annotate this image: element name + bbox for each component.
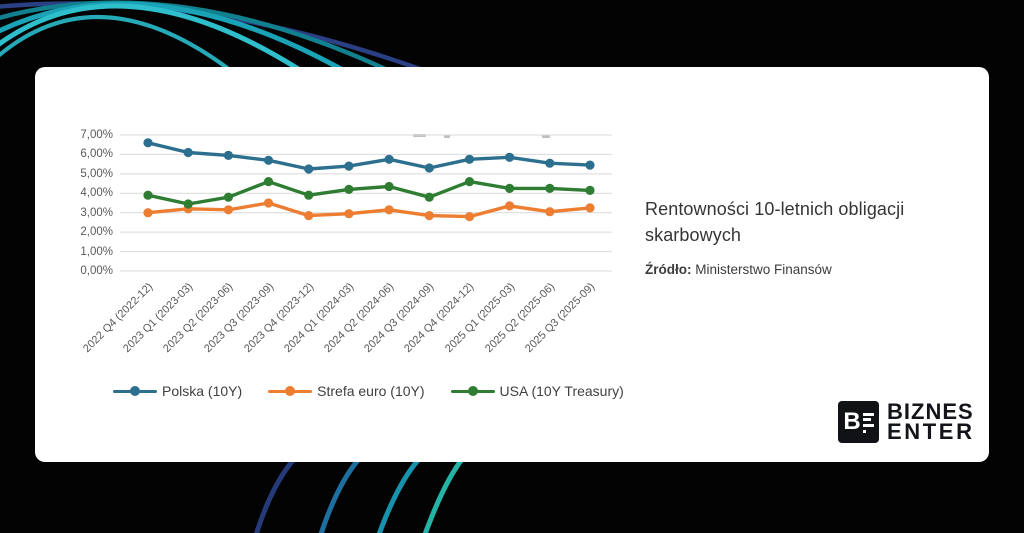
x-tick-label: 2023 Q3 (2023-09) xyxy=(201,280,276,355)
chart-legend: Polska (10Y) Strefa euro (10Y) USA (10Y Tr… xyxy=(113,383,624,399)
legend-marker-icon xyxy=(113,386,157,397)
legend-marker-icon xyxy=(450,386,495,397)
logo-letter-b: B xyxy=(843,408,861,435)
logo-wordmark: BIZNES ENTER xyxy=(887,399,975,444)
x-tick-label: 2025 Q2 (2025-06) xyxy=(482,280,558,355)
logo-monogram-icon: B xyxy=(838,401,879,443)
y-tick-label: 7,00% xyxy=(80,129,113,141)
plot-area xyxy=(120,134,612,272)
y-tick-label: 1,00% xyxy=(80,245,113,258)
bond-yield-chart: 0,00% 1,00% 2,00% 3,00% 4,00% 5,00% 6,00% 7,00%… xyxy=(55,97,647,449)
x-tick-label: 2025 Q1 (2025-03) xyxy=(442,280,517,355)
y-tick-label: 5,00% xyxy=(80,167,113,180)
legend-label: Strefa euro (10Y) xyxy=(317,383,425,399)
logo-line1: BIZNES xyxy=(887,399,974,424)
cropped-title-remnant xyxy=(542,135,550,138)
x-tick-label: 2023 Q1 (2023-03) xyxy=(121,280,196,355)
y-tick-label: 2,00% xyxy=(80,226,113,239)
legend-item: Strefa euro (10Y) xyxy=(268,383,425,399)
decorative-arcs-bottom-left xyxy=(254,462,464,533)
logo-line2: ENTER xyxy=(887,419,975,444)
decorative-arcs-top-left xyxy=(0,0,424,68)
legend-label: Polska (10Y) xyxy=(162,383,243,399)
source-line: Źródło: Ministerstwo Finansów xyxy=(645,262,955,277)
chart-title: Rentowności 10-letnich obligacji skarbow… xyxy=(645,199,905,245)
x-tick-label: 2023 Q2 (2023-06) xyxy=(161,280,236,355)
source-label: Źródło: xyxy=(645,262,692,278)
content-card: 0,00% 1,00% 2,00% 3,00% 4,00% 5,00% 6,00% 7,00%… xyxy=(35,67,989,462)
x-tick-label: 2024 Q4 (2024-12) xyxy=(402,280,477,355)
x-tick-label: 2023 Q4 (2023-12) xyxy=(241,280,316,355)
cropped-title-remnant xyxy=(444,135,450,138)
x-tick-label: 2022 Q4 (2022-12) xyxy=(81,280,156,355)
legend-item: Polska (10Y) xyxy=(113,383,242,399)
legend-label: USA (10Y Treasury) xyxy=(499,383,624,399)
y-tick-label: 0,00% xyxy=(80,265,113,277)
legend-item: USA (10Y Treasury) xyxy=(450,383,624,399)
text-panel: Rentowności 10-letnich obligacji skarbow… xyxy=(645,197,955,277)
y-tick-label: 3,00% xyxy=(80,206,113,219)
source-value: Ministerstwo Finansów xyxy=(695,262,832,278)
x-tick-label: 2024 Q3 (2024-09) xyxy=(362,280,437,355)
biznes-enter-logo: B BIZNES ENTER xyxy=(838,401,975,443)
x-tick-label: 2024 Q1 (2024-03) xyxy=(281,280,357,355)
x-tick-label: 2025 Q3 (2025-09) xyxy=(523,280,598,355)
logo-e-glyph xyxy=(862,412,874,434)
legend-marker-icon xyxy=(268,386,313,397)
y-tick-label: 6,00% xyxy=(80,148,113,161)
x-tick-label: 2024 Q2 (2024-06) xyxy=(322,280,397,355)
y-tick-label: 4,00% xyxy=(80,187,113,200)
